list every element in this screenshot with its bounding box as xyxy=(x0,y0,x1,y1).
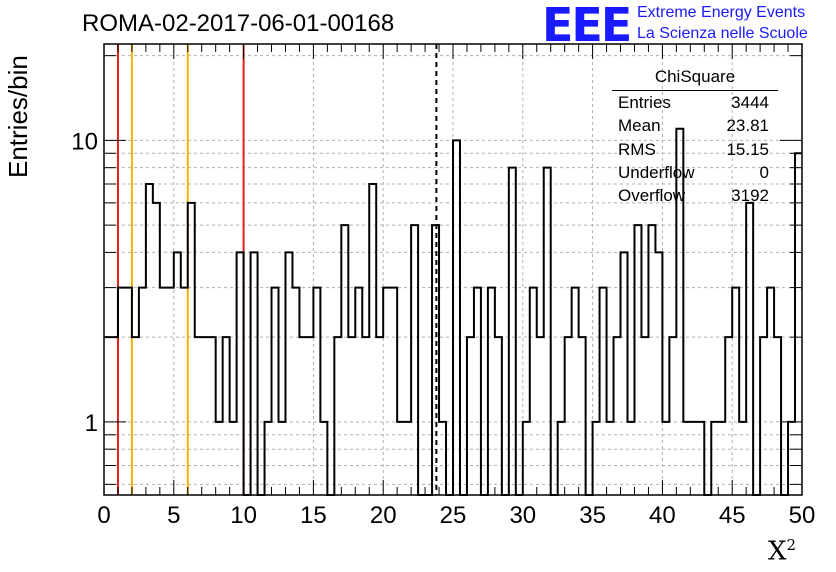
stats-value: 15.15 xyxy=(726,139,769,159)
x-axis-label-main: X xyxy=(768,536,787,567)
stats-value: 3192 xyxy=(731,186,769,206)
x-tick-label: 45 xyxy=(719,502,746,529)
chart-title: ROMA-02-2017-06-01-00168 xyxy=(82,10,395,37)
stats-value: 0 xyxy=(759,162,769,182)
stats-box: ChiSquare Entries 3444 Mean 23.81 RMS 15.15 Un… xyxy=(612,66,778,205)
stats-label: Mean xyxy=(618,116,661,136)
x-tick-label: 20 xyxy=(370,502,397,529)
stats-label: Overflow xyxy=(618,186,686,206)
x-tick-label: 25 xyxy=(440,502,467,529)
y-tick-label: 10 xyxy=(71,128,98,155)
logo-text: Extreme Energy Events La Scienza nelle S… xyxy=(637,2,808,44)
eee-logo: EEE xyxy=(542,0,632,52)
x-tick-label: 50 xyxy=(789,502,816,529)
stats-row: Overflow 3192 xyxy=(612,184,778,207)
stats-row: Entries 3444 xyxy=(612,91,778,114)
y-axis-label: Entries/bin xyxy=(3,55,33,178)
x-tick-label: 15 xyxy=(300,502,327,529)
x-tick-label: 10 xyxy=(230,502,257,529)
stats-label: Entries xyxy=(618,93,671,112)
stats-rows: Entries 3444 Mean 23.81 RMS 15.15 Underflow 0 Ov… xyxy=(612,91,778,207)
x-tick-label: 40 xyxy=(649,502,676,529)
x-tick-label: 5 xyxy=(167,502,180,529)
stats-row: Mean 23.81 xyxy=(612,114,778,137)
marker-lines xyxy=(116,44,438,495)
logo-line-2: La Scienza nelle Scuole xyxy=(637,25,808,42)
stats-label: Underflow xyxy=(618,162,695,182)
x-axis-label: X2 xyxy=(768,536,796,567)
x-tick-label: 0 xyxy=(97,502,110,529)
x-axis-label-sup: 2 xyxy=(786,536,797,554)
stats-row: RMS 15.15 xyxy=(612,138,778,161)
logo-line-1: Extreme Energy Events xyxy=(637,4,806,21)
x-tick-label: 35 xyxy=(579,502,606,529)
x-tick-label: 30 xyxy=(509,502,536,529)
y-tick-label: 1 xyxy=(85,410,98,437)
axis-ticks: 0 5 10 15 20 25 30 35 40 45 50 1 10 xyxy=(71,44,815,529)
stats-divider xyxy=(612,90,778,91)
stats-row: Underflow 0 xyxy=(612,161,778,184)
stats-label: RMS xyxy=(618,139,656,159)
stats-value: 23.81 xyxy=(726,116,769,136)
stats-title: ChiSquare xyxy=(654,67,736,86)
stats-value: 3444 xyxy=(731,93,769,112)
